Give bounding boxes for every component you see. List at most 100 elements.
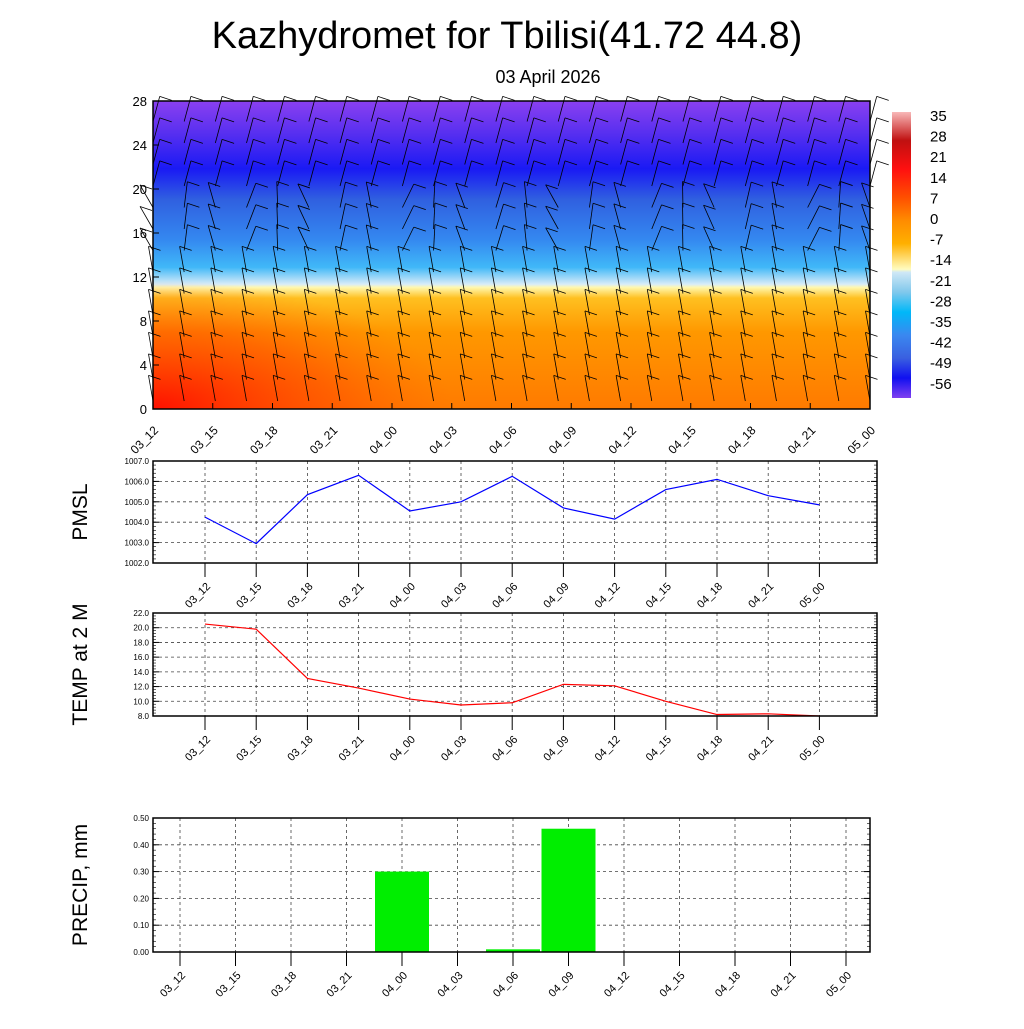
wind-barb — [870, 161, 889, 186]
precip-bar — [375, 872, 429, 952]
x-tick-label: 04_00 — [388, 581, 418, 611]
wind-barb-feather — [659, 96, 671, 100]
wind-barb-feather — [721, 96, 733, 100]
x-tick-label: 04_21 — [746, 734, 776, 764]
wind-barb-feather — [534, 96, 546, 100]
wind-barb-staff — [870, 96, 877, 121]
y-tick-label: 1007.0 — [125, 457, 150, 466]
colorbar-label: -14 — [930, 252, 952, 269]
x-tick-label: 04_03 — [436, 970, 466, 1000]
x-tick-label: 04_15 — [644, 581, 674, 611]
y-tick-label: 0.30 — [133, 868, 149, 877]
x-tick-label: 04_15 — [665, 423, 699, 457]
wind-barb-feather — [378, 96, 390, 100]
colorbar-label: -49 — [930, 355, 952, 372]
x-tick-label: 04_00 — [388, 734, 418, 764]
y-axis-label: PRECIP, mm — [69, 824, 92, 946]
x-tick-label: 03_18 — [247, 423, 281, 457]
colorbar-label: 0 — [930, 211, 938, 228]
x-tick-label: 04_21 — [746, 581, 776, 611]
pmsl-panel: 1002.01003.01004.01005.01006.01007.003_1… — [69, 457, 877, 611]
x-tick-label: 03_15 — [214, 970, 244, 1000]
wind-barb-feather — [877, 139, 889, 143]
x-tick-label: 05_00 — [797, 734, 827, 764]
x-tick-label: 04_09 — [541, 581, 571, 611]
x-tick-label: 03_12 — [183, 581, 213, 611]
chart-title: Kazhydromet for Tbilisi(41.72 44.8) — [212, 15, 803, 57]
y-tick-label: 0.00 — [133, 948, 149, 957]
x-tick-label: 03_12 — [128, 423, 162, 457]
wind-barb-feather — [877, 118, 889, 122]
colorbar-label: -42 — [930, 335, 952, 352]
y-tick-label: 24 — [133, 138, 147, 153]
wind-barb-feather — [846, 96, 858, 100]
x-tick-label: 04_12 — [606, 423, 640, 457]
x-tick-label: 05_00 — [797, 581, 827, 611]
y-tick-label: 1006.0 — [125, 477, 150, 486]
wind-barb — [870, 139, 889, 164]
x-tick-label: 03_21 — [307, 423, 341, 457]
y-tick-label: 8 — [140, 314, 147, 329]
wind-barb-feather — [409, 96, 421, 100]
colorbar-label: 14 — [930, 170, 947, 187]
y-axis-label: TEMP at 2 M — [69, 603, 92, 725]
x-tick-label: 03_12 — [183, 734, 213, 764]
y-axis-label: PMSL — [69, 483, 92, 540]
x-tick-label: 03_15 — [234, 581, 264, 611]
x-tick-label: 04_06 — [491, 970, 521, 1000]
chart-subtitle: 03 April 2026 — [495, 67, 600, 87]
x-tick-label: 03_15 — [187, 423, 221, 457]
x-tick-label: 03_21 — [325, 970, 355, 1000]
colorbar-label: -56 — [930, 376, 952, 393]
y-tick-label: 20.0 — [133, 624, 149, 633]
colorbar-label: 35 — [930, 108, 947, 125]
y-tick-label: 0.10 — [133, 921, 149, 930]
x-tick-label: 03_18 — [269, 970, 299, 1000]
wind-barb-staff — [870, 139, 877, 164]
wind-barb-feather — [222, 96, 234, 100]
wind-barb-feather — [471, 96, 483, 100]
x-tick-label: 03_21 — [337, 734, 367, 764]
colorbar-label: -7 — [930, 232, 943, 249]
y-tick-label: 22.0 — [133, 609, 149, 618]
colorbar-label: -28 — [930, 293, 952, 310]
x-tick-label: 04_15 — [644, 734, 674, 764]
y-tick-label: 18.0 — [133, 638, 149, 647]
y-tick-label: 1003.0 — [125, 539, 150, 548]
wind-barb-feather — [783, 96, 795, 100]
colorbar-label: -21 — [930, 273, 952, 290]
wind-barb-feather — [253, 96, 265, 100]
wind-barb-staff — [870, 161, 877, 186]
colorbar-label: 7 — [930, 190, 938, 207]
x-tick-label: 04_12 — [593, 734, 623, 764]
x-tick-label: 03_18 — [285, 581, 315, 611]
x-tick-label: 04_18 — [695, 734, 725, 764]
wind-barb-feather — [627, 96, 639, 100]
x-tick-label: 04_09 — [541, 734, 571, 764]
wind-barb-feather — [877, 161, 889, 165]
wind-barb-feather — [596, 96, 608, 100]
x-tick-label: 05_00 — [824, 970, 854, 1000]
x-tick-label: 04_06 — [490, 734, 520, 764]
wind-barb-feather — [752, 96, 764, 100]
precip-bar — [542, 829, 596, 952]
y-tick-label: 20 — [133, 182, 147, 197]
y-tick-label: 0.40 — [133, 841, 149, 850]
x-tick-label: 04_18 — [695, 581, 725, 611]
wind-barb-staff — [870, 118, 877, 143]
warm-surface-area — [153, 280, 453, 409]
x-tick-label: 04_09 — [547, 970, 577, 1000]
wind-barb-feather — [690, 96, 702, 100]
y-tick-label: 1002.0 — [125, 559, 150, 568]
wind-barb-feather — [316, 96, 328, 100]
wind-barb-feather — [191, 96, 203, 100]
colorbar-label: 21 — [930, 149, 947, 166]
colorbar-label: -35 — [930, 314, 952, 331]
y-tick-label: 14.0 — [133, 668, 149, 677]
x-tick-label: 04_03 — [439, 734, 469, 764]
wind-barb-feather — [503, 96, 515, 100]
